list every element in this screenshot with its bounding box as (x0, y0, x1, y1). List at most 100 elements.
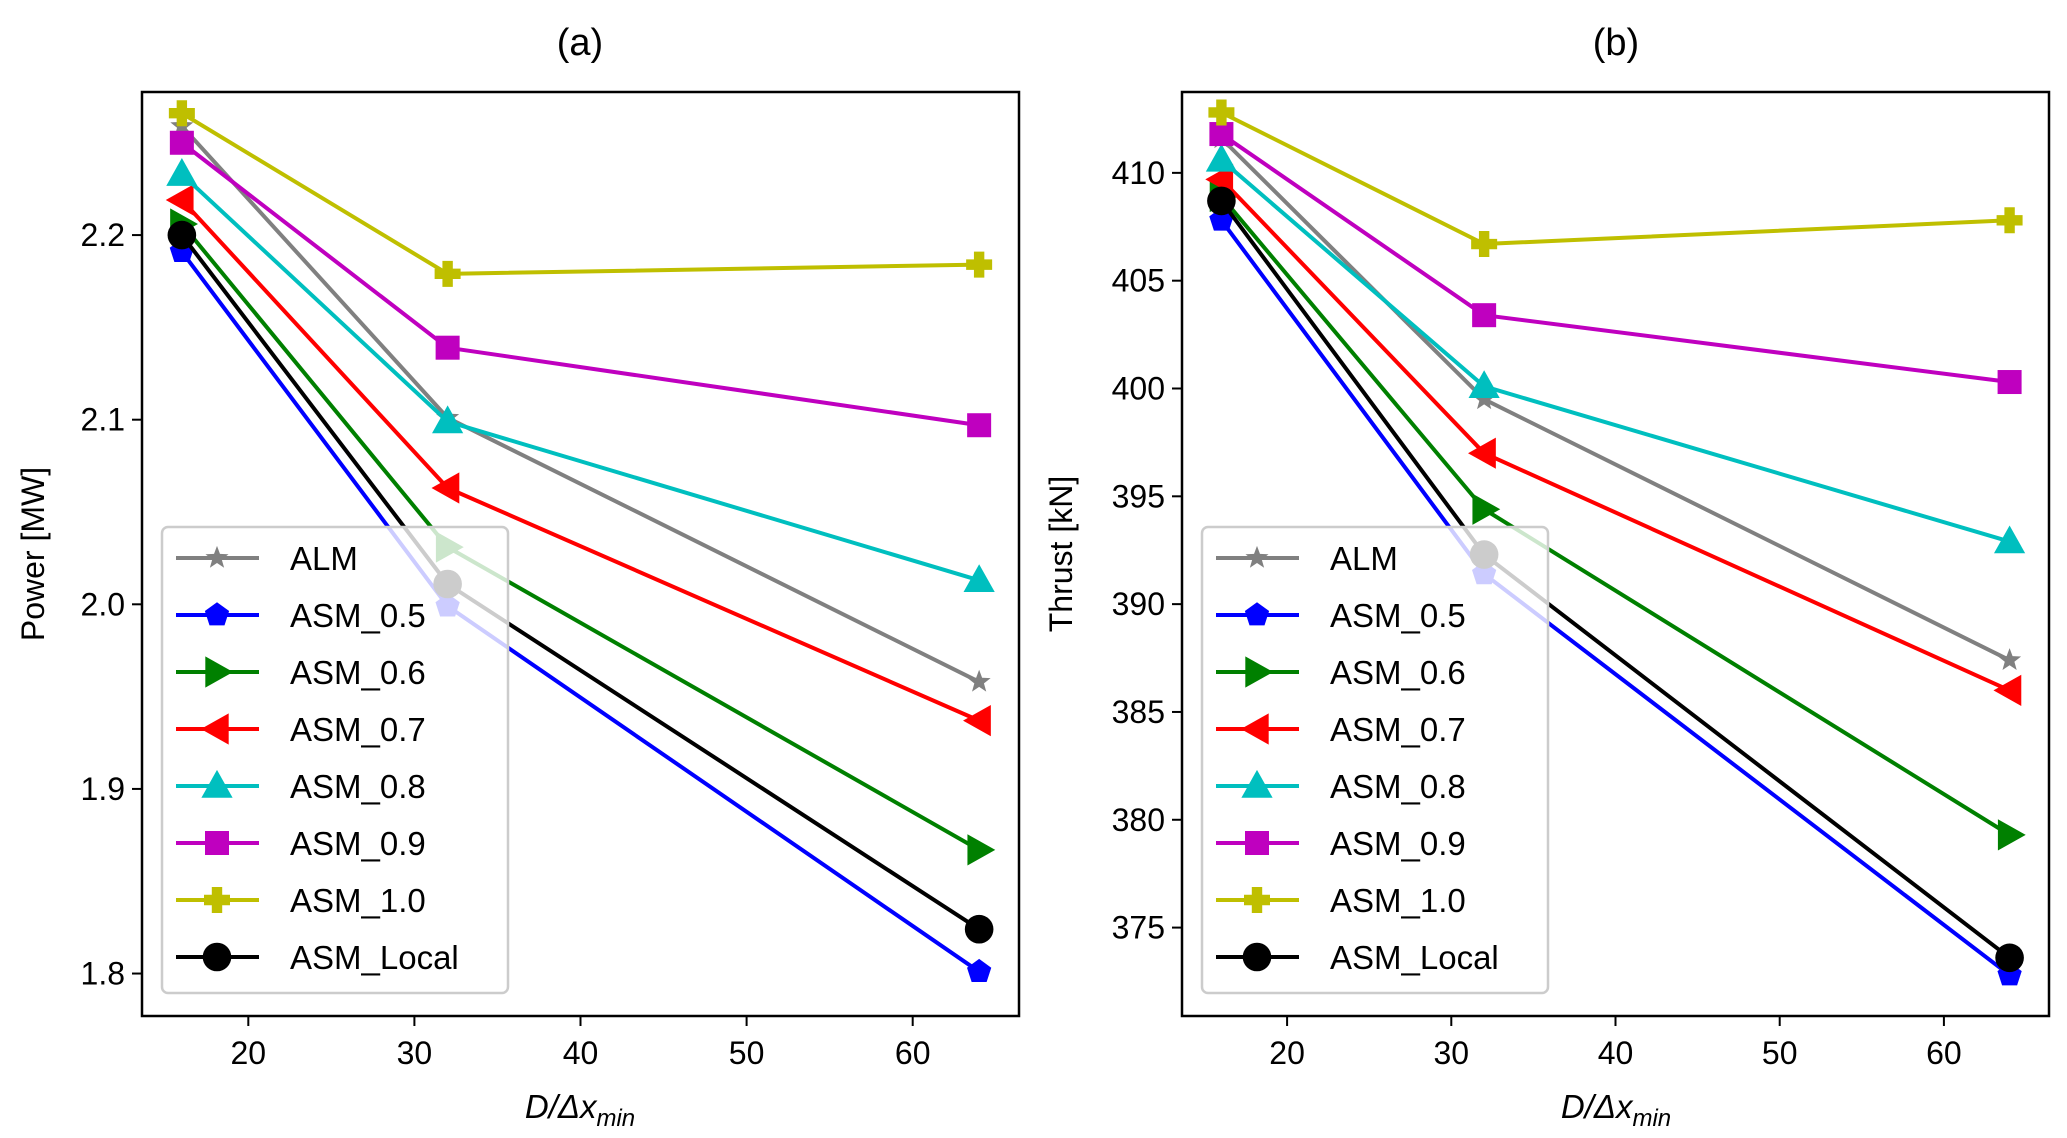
data-point (963, 705, 991, 737)
legend-entry: ALM (1216, 540, 1398, 577)
legend-entry: ASM_0.6 (1216, 654, 1466, 691)
y-tick-label: 2.0 (81, 586, 125, 622)
data-point (1995, 943, 2024, 973)
legend-entry: ASM_Local (1216, 939, 1499, 976)
legend-entry: ASM_0.7 (1216, 711, 1466, 748)
legend-entry: ALM (176, 540, 358, 577)
series-asm-0-7 (165, 184, 991, 737)
x-axis-label: D/Δxmin (1561, 1088, 1671, 1132)
y-tick-label: 395 (1112, 478, 1165, 514)
y-tick-label: 1.8 (81, 956, 125, 992)
series-asm-0-8 (166, 158, 995, 593)
legend-entry: ASM_0.9 (176, 825, 426, 862)
x-tick-label: 60 (895, 1035, 931, 1071)
legend-frame (160, 525, 510, 995)
legend-marker (1244, 602, 1270, 626)
data-point (1472, 493, 1501, 525)
data-point (1468, 437, 1496, 469)
data-point (967, 413, 992, 438)
legend-entry: ASM_Local (176, 939, 459, 976)
data-point (1207, 186, 1236, 216)
x-axis-label-sub: min (1632, 1105, 1671, 1132)
data-point (1209, 122, 1234, 147)
data-point (1998, 648, 2022, 670)
series-asm-0-8 (1205, 143, 2026, 554)
data-point (967, 669, 991, 692)
y-tick-label: 1.9 (81, 771, 125, 807)
y-tick-label: 390 (1112, 586, 1165, 622)
legend-marker (1245, 656, 1274, 688)
legend-marker (1241, 769, 1273, 798)
legend-label: ASM_0.7 (1330, 711, 1466, 748)
data-point (165, 184, 194, 216)
legend: ALM ASM_0.5 ASM_0.6 ASM_0.7 ASM_0.8 ASM_0.9 AS… (1200, 525, 1550, 995)
data-point (1468, 370, 1500, 399)
data-point (1996, 207, 2023, 234)
data-point (431, 472, 460, 504)
legend-marker (1245, 831, 1269, 855)
legend-marker (205, 656, 234, 688)
legend-entry: ASM_0.6 (176, 654, 426, 691)
series-asm-0-9 (169, 130, 992, 438)
y-tick-label: 385 (1112, 694, 1165, 730)
legend-marker (1242, 942, 1272, 972)
data-point (964, 914, 994, 944)
x-axis-label-main: D/Δx (1561, 1088, 1634, 1125)
series-line (1220, 110, 2010, 247)
legend-label: ASM_1.0 (290, 882, 426, 919)
data-point (1205, 143, 1238, 172)
x-tick-label: 20 (1269, 1035, 1305, 1071)
series-asm-1-0 (168, 100, 993, 287)
legend-entry: ASM_0.7 (176, 711, 426, 748)
chart-title: (b) (1593, 22, 1639, 64)
legend-entry: ASM_0.5 (1216, 597, 1466, 634)
series-asm-0-9 (1209, 122, 2022, 395)
data-point (1997, 819, 2026, 851)
data-point (963, 564, 995, 593)
y-tick-label: 375 (1112, 910, 1165, 946)
series-group (165, 100, 996, 983)
y-tick-label: 405 (1112, 263, 1165, 299)
legend-label: ALM (1330, 540, 1398, 577)
legend-entry: ASM_0.8 (176, 768, 426, 805)
data-point (432, 405, 464, 434)
legend-marker (204, 602, 230, 626)
legend-label: ASM_0.9 (290, 825, 426, 862)
data-point (967, 834, 996, 866)
y-tick-label: 410 (1112, 155, 1165, 191)
data-point (967, 958, 992, 983)
panel-thrust: (b) Thrust [kN] D/Δxmin 20 30 40 50 60 375 380… (1043, 22, 2051, 1132)
y-axis-label: Thrust [kN] (1043, 476, 1079, 632)
legend-label: ALM (290, 540, 358, 577)
legend-entry: ASM_1.0 (1216, 882, 1466, 919)
x-tick-label: 20 (231, 1035, 267, 1071)
legend: ALM ASM_0.5 ASM_0.6 ASM_0.7 ASM_0.8 ASM_0.9 AS… (160, 525, 510, 995)
legend-label: ASM_0.5 (1330, 597, 1466, 634)
chart-title: (a) (557, 22, 603, 64)
y-tick-label: 2.1 (81, 402, 125, 438)
legend-label: ASM_0.9 (1330, 825, 1466, 862)
x-tick-label: 30 (397, 1035, 433, 1071)
legend-label: ASM_Local (290, 939, 459, 976)
x-tick-label: 30 (1433, 1035, 1469, 1071)
x-tick-label: 50 (1762, 1035, 1798, 1071)
data-point (1997, 370, 2022, 395)
plot-area: 20 30 40 50 60 1.8 1.9 2.0 2.1 2.2 ALM ASM_0.5 ASM_0… (81, 90, 1021, 1071)
data-point (434, 260, 461, 287)
legend-marker (200, 713, 229, 745)
x-tick-label: 50 (729, 1035, 765, 1071)
legend-label: ASM_0.8 (290, 768, 426, 805)
data-point (167, 220, 197, 250)
data-point (1208, 99, 1235, 126)
data-point (966, 251, 993, 278)
legend-marker (204, 887, 230, 913)
legend-label: ASM_0.6 (290, 654, 426, 691)
data-point (1472, 303, 1497, 328)
data-point (1993, 674, 2022, 706)
legend-label: ASM_1.0 (1330, 882, 1466, 919)
legend-entry: ASM_0.9 (1216, 825, 1466, 862)
x-tick-label: 60 (1926, 1035, 1962, 1071)
data-point (1471, 231, 1498, 258)
y-axis-label: Power [MW] (15, 467, 51, 641)
